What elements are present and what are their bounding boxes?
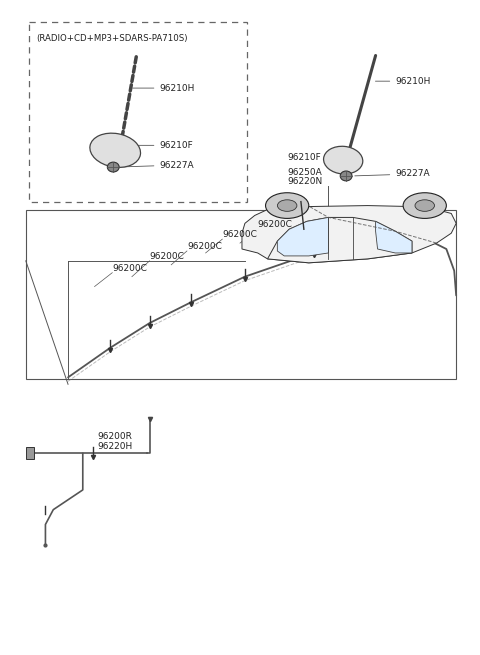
Ellipse shape — [415, 200, 434, 212]
Text: 96220H: 96220H — [97, 442, 133, 451]
Text: 96227A: 96227A — [120, 160, 194, 170]
Ellipse shape — [108, 162, 119, 172]
Polygon shape — [267, 217, 412, 263]
Ellipse shape — [265, 193, 309, 218]
Text: 96200C: 96200C — [222, 230, 257, 239]
Polygon shape — [376, 221, 412, 253]
Bar — [26, 447, 34, 459]
Polygon shape — [277, 217, 328, 256]
Text: 96210F: 96210F — [287, 153, 328, 162]
Text: 96210F: 96210F — [135, 141, 193, 150]
Ellipse shape — [277, 200, 297, 212]
Text: 96200C: 96200C — [150, 252, 184, 261]
Bar — [26, 210, 456, 379]
Bar — [29, 22, 247, 202]
Polygon shape — [242, 206, 456, 263]
Text: 96210H: 96210H — [133, 84, 195, 92]
Text: 96200C: 96200C — [112, 264, 147, 272]
Text: 96200C: 96200C — [258, 220, 293, 229]
Text: 96210H: 96210H — [375, 77, 431, 86]
Text: 96227A: 96227A — [355, 170, 430, 178]
Text: 96200R: 96200R — [97, 432, 132, 441]
Ellipse shape — [403, 193, 446, 218]
Text: (RADIO+CD+MP3+SDARS-PA710S): (RADIO+CD+MP3+SDARS-PA710S) — [36, 34, 188, 43]
Text: 96250A: 96250A — [287, 168, 322, 176]
Ellipse shape — [324, 146, 363, 174]
Text: 96200C: 96200C — [187, 242, 222, 251]
Text: 96220N: 96220N — [287, 178, 323, 187]
Ellipse shape — [340, 171, 352, 181]
Ellipse shape — [90, 133, 141, 168]
